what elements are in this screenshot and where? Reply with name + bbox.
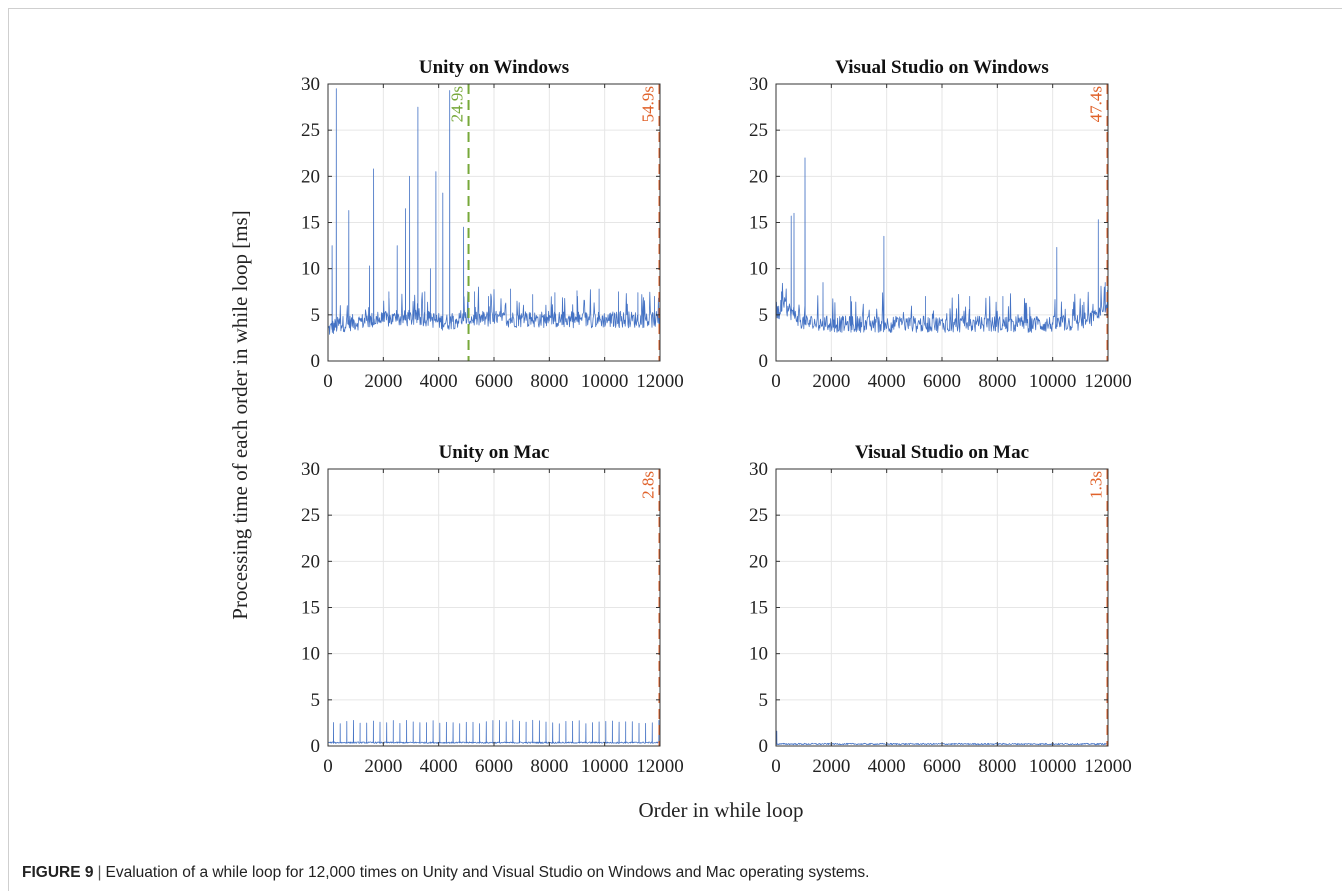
x-tick-label: 0 <box>771 371 781 392</box>
y-tick-label: 10 <box>301 259 320 280</box>
y-tick-label: 20 <box>749 166 768 187</box>
y-tick-label: 5 <box>311 690 321 711</box>
y-tick-label: 15 <box>749 213 768 234</box>
y-tick-label: 10 <box>749 644 768 665</box>
x-tick-label: 2000 <box>812 756 850 777</box>
caption-separator: | <box>97 864 102 881</box>
x-tick-label: 6000 <box>475 371 513 392</box>
x-tick-label: 0 <box>771 756 781 777</box>
x-tick-label: 8000 <box>530 756 568 777</box>
panel-3: 1.3s 0 5 10 15 20 25 30 0 2000 4000 6000 8000 10000 12… <box>749 442 1132 777</box>
x-tick-label: 2000 <box>812 371 850 392</box>
y-tick-label: 25 <box>749 120 768 141</box>
x-tick-label: 0 <box>323 371 333 392</box>
y-tick-label: 10 <box>749 259 768 280</box>
x-tick-label: 10000 <box>581 756 629 777</box>
chart-title: Unity on Windows <box>419 57 569 78</box>
figure-label: FIGURE 9 <box>22 864 94 881</box>
y-tick-label: 15 <box>749 598 768 619</box>
caption-text: Evaluation of a while loop for 12,000 ti… <box>105 864 870 881</box>
y-tick-label: 5 <box>759 305 769 326</box>
y-tick-label: 5 <box>311 305 321 326</box>
y-tick-label: 0 <box>759 736 769 757</box>
y-tick-label: 20 <box>301 551 320 572</box>
x-tick-label: 10000 <box>581 371 629 392</box>
x-tick-label: 10000 <box>1029 371 1077 392</box>
y-tick-label: 25 <box>301 505 320 526</box>
time-marker-label: 47.4s <box>1087 86 1106 122</box>
y-tick-label: 10 <box>301 644 320 665</box>
x-tick-label: 10000 <box>1029 756 1077 777</box>
panel-1: 47.4s 0 5 10 15 20 25 30 0 2000 4000 6000 8000 10000 1… <box>749 57 1132 392</box>
x-tick-label: 8000 <box>978 371 1016 392</box>
chart-title: Unity on Mac <box>439 442 550 463</box>
x-tick-label: 4000 <box>868 371 906 392</box>
chart-title: Visual Studio on Windows <box>835 57 1049 78</box>
time-marker-label: 1.3s <box>1087 471 1106 499</box>
x-tick-label: 8000 <box>530 371 568 392</box>
y-tick-label: 15 <box>301 598 320 619</box>
y-tick-label: 25 <box>749 505 768 526</box>
x-tick-label: 0 <box>323 756 333 777</box>
y-tick-label: 5 <box>759 690 769 711</box>
x-tick-label: 4000 <box>420 371 458 392</box>
time-marker-label: 24.9s <box>448 86 467 122</box>
x-tick-label: 12000 <box>1084 371 1132 392</box>
y-tick-label: 30 <box>301 74 320 95</box>
x-tick-label: 4000 <box>868 756 906 777</box>
series-line <box>775 157 1109 333</box>
y-tick-label: 20 <box>749 551 768 572</box>
x-tick-label: 12000 <box>636 756 684 777</box>
chart-title: Visual Studio on Mac <box>855 442 1029 463</box>
y-tick-label: 20 <box>301 166 320 187</box>
y-tick-label: 0 <box>311 351 321 372</box>
x-tick-label: 2000 <box>364 371 402 392</box>
time-marker-label: 54.9s <box>639 86 658 122</box>
figure-chart: Processing time of each order in while l… <box>228 57 1132 822</box>
x-tick-label: 4000 <box>420 756 458 777</box>
y-axis-label: Processing time of each order in while l… <box>228 210 252 619</box>
figure-frame <box>8 8 1342 891</box>
x-axis-label: Order in while loop <box>638 798 803 822</box>
x-tick-label: 8000 <box>978 756 1016 777</box>
x-tick-label: 6000 <box>923 371 961 392</box>
x-tick-label: 2000 <box>364 756 402 777</box>
series-line <box>327 88 661 335</box>
x-tick-label: 6000 <box>923 756 961 777</box>
time-marker-label: 2.8s <box>639 471 658 499</box>
y-tick-label: 0 <box>311 736 321 757</box>
x-tick-label: 12000 <box>1084 756 1132 777</box>
figure-caption: FIGURE 9 | Evaluation of a while loop for … <box>22 864 869 882</box>
y-tick-label: 0 <box>759 351 769 372</box>
y-tick-label: 25 <box>301 120 320 141</box>
y-tick-label: 15 <box>301 213 320 234</box>
panel-2: 2.8s 0 5 10 15 20 25 30 0 2000 4000 6000 8000 10000 12… <box>301 442 684 777</box>
panel-0: 24.9s 54.9s 0 5 10 15 20 25 30 0 2000 4000 6000 8000 1… <box>301 57 684 392</box>
y-tick-label: 30 <box>749 459 768 480</box>
y-tick-label: 30 <box>749 74 768 95</box>
x-tick-label: 12000 <box>636 371 684 392</box>
y-tick-label: 30 <box>301 459 320 480</box>
x-tick-label: 6000 <box>475 756 513 777</box>
